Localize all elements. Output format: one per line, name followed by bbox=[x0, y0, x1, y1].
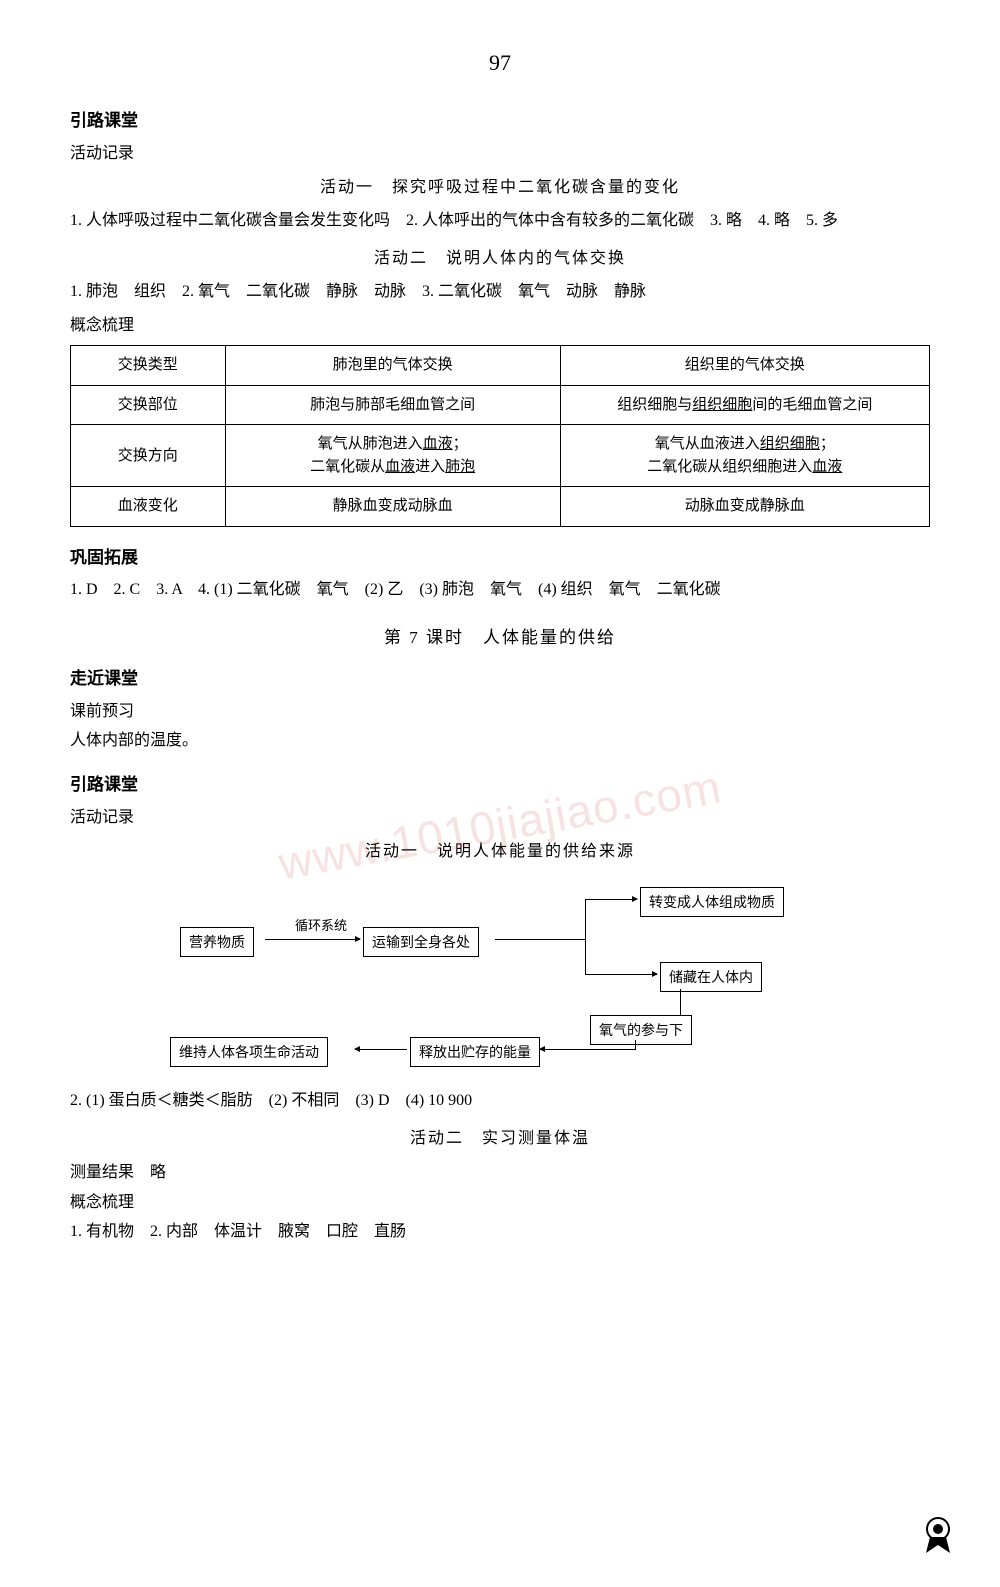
table-row: 交换方向 氧气从肺泡进入血液；二氧化碳从血液进入肺泡 氧气从血液进入组织细胞；二… bbox=[71, 425, 930, 487]
table-row: 交换类型 肺泡里的气体交换 组织里的气体交换 bbox=[71, 346, 930, 386]
lesson-title: 第 7 课时 人体能量的供给 bbox=[70, 623, 930, 648]
measurement-result: 测量结果 略 bbox=[70, 1158, 930, 1182]
activity4-title: 活动二 实习测量体温 bbox=[70, 1124, 930, 1148]
section-yinlu-2: 引路课堂 bbox=[70, 770, 930, 795]
fc-arrow bbox=[540, 1049, 588, 1050]
q2-text: 2. (1) 蛋白质＜糖类＜脂肪 (2) 不相同 (3) D (4) 10 90… bbox=[70, 1087, 930, 1114]
fc-arrow bbox=[355, 1049, 407, 1050]
table-cell: 交换方向 bbox=[71, 425, 226, 487]
table-cell: 氧气从血液进入组织细胞；二氧化碳从组织细胞进入血液 bbox=[560, 425, 929, 487]
table-cell: 血液变化 bbox=[71, 487, 226, 527]
table-cell: 动脉血变成静脉血 bbox=[560, 487, 929, 527]
activity-record-1: 活动记录 bbox=[70, 139, 930, 163]
table-cell: 交换类型 bbox=[71, 346, 226, 386]
table-row: 血液变化 静脉血变成动脉血 动脉血变成静脉血 bbox=[71, 487, 930, 527]
fc-line bbox=[495, 939, 585, 940]
activity1-text: 1. 人体呼吸过程中二氧化碳含量会发生变化吗 2. 人体呼出的气体中含有较多的二… bbox=[70, 207, 930, 234]
energy-flowchart: 营养物质 循环系统 运输到全身各处 转变成人体组成物质 储藏在人体内 氧气的参与… bbox=[120, 877, 880, 1077]
fc-oxygen-box: 氧气的参与下 bbox=[590, 1015, 692, 1045]
gonggu-text: 1. D 2. C 3. A 4. (1) 二氧化碳 氧气 (2) 乙 (3) … bbox=[70, 576, 930, 603]
table-cell: 肺泡里的气体交换 bbox=[225, 346, 560, 386]
table-cell: 交换部位 bbox=[71, 385, 226, 425]
concept-text-2: 1. 有机物 2. 内部 体温计 腋窝 口腔 直肠 bbox=[70, 1218, 930, 1245]
preview-header: 课前预习 bbox=[70, 697, 930, 721]
section-yinlu-1: 引路课堂 bbox=[70, 106, 930, 131]
section-zoujin: 走近课堂 bbox=[70, 664, 930, 689]
fc-arrow bbox=[265, 939, 360, 940]
fc-transform-box: 转变成人体组成物质 bbox=[640, 887, 784, 917]
table-cell: 静脉血变成动脉血 bbox=[225, 487, 560, 527]
fc-nutrient-box: 营养物质 bbox=[180, 927, 254, 957]
fc-arrow bbox=[585, 974, 657, 975]
activity3-title: 活动一 说明人体能量的供给来源 bbox=[70, 837, 930, 861]
table-cell: 氧气从肺泡进入血液；二氧化碳从血液进入肺泡 bbox=[225, 425, 560, 487]
section-gonggu: 巩固拓展 bbox=[70, 543, 930, 568]
fc-line bbox=[635, 1040, 636, 1050]
activity1-title: 活动一 探究呼吸过程中二氧化碳含量的变化 bbox=[70, 173, 930, 197]
fc-release-box: 释放出贮存的能量 bbox=[410, 1037, 540, 1067]
fc-line bbox=[680, 989, 681, 1015]
concept-summary-1: 概念梳理 bbox=[70, 311, 930, 335]
activity-record-2: 活动记录 bbox=[70, 803, 930, 827]
fc-arrow bbox=[585, 899, 637, 900]
table-cell: 组织里的气体交换 bbox=[560, 346, 929, 386]
fc-maintain-box: 维持人体各项生命活动 bbox=[170, 1037, 328, 1067]
fc-store-box: 储藏在人体内 bbox=[660, 962, 762, 992]
table-cell: 组织细胞与组织细胞间的毛细血管之间 bbox=[560, 385, 929, 425]
exchange-table: 交换类型 肺泡里的气体交换 组织里的气体交换 交换部位 肺泡与肺部毛细血管之间 … bbox=[70, 345, 930, 527]
table-row: 交换部位 肺泡与肺部毛细血管之间 组织细胞与组织细胞间的毛细血管之间 bbox=[71, 385, 930, 425]
badge-icon bbox=[916, 1513, 960, 1557]
activity2-text: 1. 肺泡 组织 2. 氧气 二氧化碳 静脉 动脉 3. 二氧化碳 氧气 动脉 … bbox=[70, 278, 930, 305]
activity2-title: 活动二 说明人体内的气体交换 bbox=[70, 244, 930, 268]
page-number: 97 bbox=[70, 50, 930, 76]
table-cell: 肺泡与肺部毛细血管之间 bbox=[225, 385, 560, 425]
fc-label-circulation: 循环系统 bbox=[295, 915, 347, 934]
fc-transport-box: 运输到全身各处 bbox=[363, 927, 479, 957]
fc-line bbox=[588, 1049, 635, 1050]
concept-summary-2: 概念梳理 bbox=[70, 1188, 930, 1212]
fc-line bbox=[585, 899, 586, 975]
preview-text: 人体内部的温度。 bbox=[70, 727, 930, 754]
